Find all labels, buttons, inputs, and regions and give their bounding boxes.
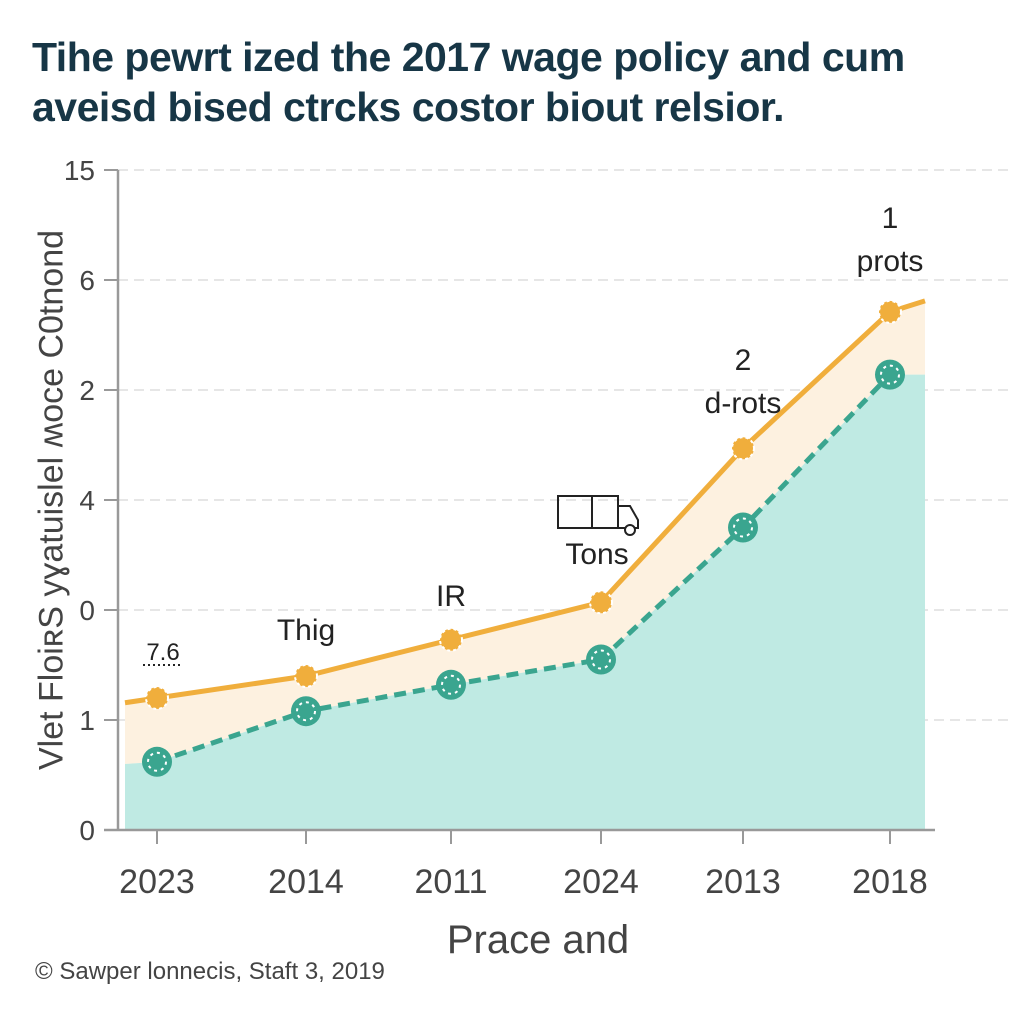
y-tick-label: 0 — [79, 815, 95, 846]
annotation-label: Thig — [277, 614, 335, 647]
x-tick-label: 2018 — [852, 863, 928, 901]
x-axis-label: Prace and — [447, 918, 629, 962]
chart-title-line-1: Tihe pewrt ized the 2017 wage policy and… — [32, 34, 905, 80]
annotation-label: d-rots — [705, 387, 782, 420]
series-line-lower — [156, 372, 892, 765]
data-point-upper — [731, 436, 755, 461]
data-point-lower-detail — [733, 517, 753, 538]
data-point-lower — [728, 512, 758, 543]
data-point-lower — [436, 669, 466, 700]
x-tick-label: 2024 — [563, 863, 639, 901]
data-point-lower — [875, 359, 905, 390]
truck-icon — [557, 495, 639, 536]
truck-body — [557, 495, 619, 529]
data-point-upper — [294, 664, 318, 688]
data-point-lower-detail — [441, 674, 461, 695]
y-tick-label: 15 — [64, 155, 95, 186]
x-tick-label: 2014 — [268, 863, 344, 901]
data-point-lower-detail — [147, 751, 167, 772]
y-tick-label: 6 — [79, 265, 95, 296]
data-point-lower-detail — [591, 649, 611, 670]
annotation-label: 7.6 — [146, 639, 179, 666]
data-point-lower — [586, 644, 616, 675]
data-point-upper — [589, 590, 613, 615]
x-tick-label: 2011 — [414, 863, 487, 901]
annotation-label: Tons — [565, 538, 628, 571]
chart-title-line-2: aveisd bised ctrcks costor biout relsior… — [32, 84, 784, 130]
x-tick-label: 2023 — [119, 863, 195, 901]
data-point-lower — [291, 696, 321, 727]
chart-title: Tihe pewrt ized the 2017 wage policy and… — [32, 32, 1012, 132]
y-tick-label: 0 — [79, 595, 95, 626]
series-line-upper — [124, 298, 926, 706]
annotation-label: prots — [857, 245, 924, 278]
data-point-upper — [878, 299, 902, 324]
annotation-label: 2 — [735, 344, 752, 377]
data-point-upper — [145, 686, 169, 710]
y-tick-label: 4 — [79, 485, 95, 516]
data-point-lower-detail — [296, 701, 316, 722]
y-tick-label: 1 — [79, 705, 95, 736]
annotation-label: 1 — [882, 202, 899, 235]
annotation-label: IR — [436, 580, 466, 613]
y-tick-label: 2 — [79, 375, 95, 406]
data-point-lower-detail — [880, 364, 900, 385]
x-tick-label: 2013 — [705, 863, 781, 901]
data-point-upper — [439, 627, 463, 652]
upper-band-fill — [125, 300, 925, 764]
footer-credit: © Sawper lonnecis, Staft 3, 2019 — [35, 958, 385, 985]
lower-area-fill — [125, 374, 925, 830]
truck-wheel — [624, 524, 636, 536]
data-point-lower — [142, 746, 172, 777]
